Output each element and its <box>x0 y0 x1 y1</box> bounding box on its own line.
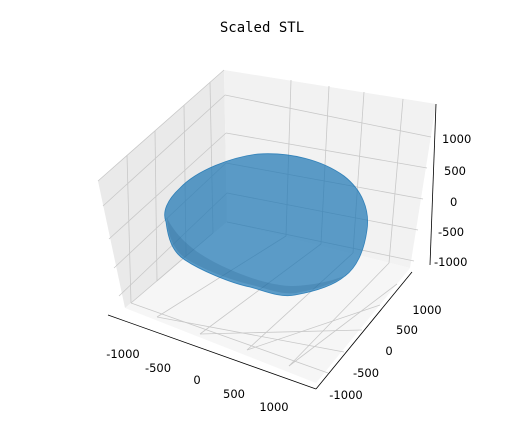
x-axis-line <box>107 314 317 390</box>
y-tick-label: 500 <box>396 323 418 337</box>
x-tick-label: 1000 <box>259 400 288 414</box>
y-tick-label: 0 <box>385 344 392 358</box>
y-tick-label: -500 <box>353 366 379 380</box>
z-tick-labels: 1000 500 0 -500 -1000 <box>434 132 471 269</box>
z-tick-label: -500 <box>438 225 464 239</box>
z-tick-label: 500 <box>444 164 466 178</box>
y-axis-line <box>315 271 413 390</box>
x-tick-label: 500 <box>223 387 245 401</box>
x-tick-labels: -1000 -500 0 500 1000 <box>106 347 288 414</box>
z-tick-label: 0 <box>450 195 457 209</box>
surface-shade <box>167 218 344 294</box>
y-tick-label: 1000 <box>412 303 441 317</box>
z-tick-label: 1000 <box>442 132 471 146</box>
stl-surface <box>164 153 368 297</box>
surface <box>164 153 368 297</box>
z-axis-line <box>429 103 437 266</box>
y-tick-label: -1000 <box>329 388 362 402</box>
y-tick-labels: -1000 -500 0 500 1000 <box>329 303 441 402</box>
z-tick-label: -1000 <box>434 255 467 269</box>
chart-title: Scaled STL <box>220 20 304 36</box>
x-tick-label: -1000 <box>106 347 139 361</box>
x-tick-label: -500 <box>145 361 171 375</box>
x-tick-label: 0 <box>193 373 200 387</box>
